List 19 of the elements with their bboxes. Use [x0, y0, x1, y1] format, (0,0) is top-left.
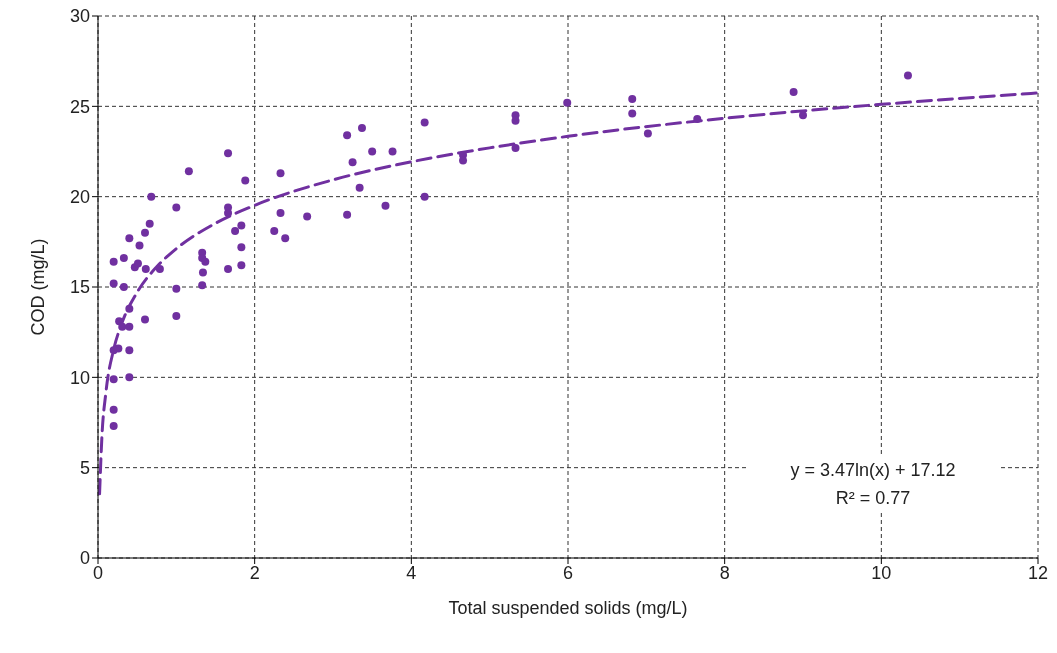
x-tick-label: 4	[406, 562, 417, 583]
x-tick-label: 12	[1027, 562, 1049, 583]
x-tick-label: 10	[871, 562, 892, 583]
y-tick-label: 25	[69, 96, 90, 117]
x-tick-label: 0	[92, 562, 104, 583]
x-tick-label: 8	[719, 562, 730, 583]
x-tick-label: 6	[562, 562, 574, 583]
y-tick-label: 20	[69, 187, 90, 208]
equation-box: y = 3.47ln(x) + 17.12 R² = 0.77	[748, 456, 998, 512]
x-tick-label: 2	[249, 562, 260, 583]
y-tick-label: 0	[79, 548, 90, 569]
annotation: R² = 0.77	[834, 487, 912, 510]
annotation: y = 3.47ln(x) + 17.12	[789, 459, 957, 482]
x-axis-title: Total suspended solids (mg/L)	[448, 598, 688, 618]
y-tick-label: 30	[69, 6, 90, 27]
y-tick-label: 15	[69, 277, 90, 298]
y-tick-label: 10	[69, 367, 90, 388]
y-tick-label: 5	[79, 458, 90, 479]
y-axis-title: COD (mg/L)	[28, 238, 49, 336]
